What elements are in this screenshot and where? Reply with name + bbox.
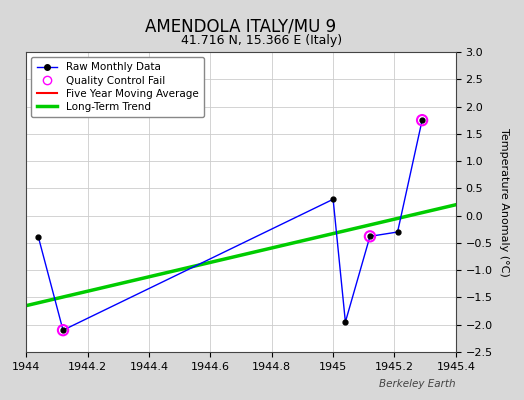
Title: AMENDOLA ITALY/MU 9: AMENDOLA ITALY/MU 9 (146, 17, 336, 35)
Text: 41.716 N, 15.366 E (Italy): 41.716 N, 15.366 E (Italy) (181, 34, 343, 47)
Point (59, 327, 67, 333)
Point (366, 233, 374, 240)
Y-axis label: Temperature Anomaly (°C): Temperature Anomaly (°C) (499, 128, 509, 276)
Legend: Raw Monthly Data, Quality Control Fail, Five Year Moving Average, Long-Term Tren: Raw Monthly Data, Quality Control Fail, … (31, 57, 204, 117)
Text: Berkeley Earth: Berkeley Earth (379, 379, 456, 389)
Point (418, 117, 427, 123)
